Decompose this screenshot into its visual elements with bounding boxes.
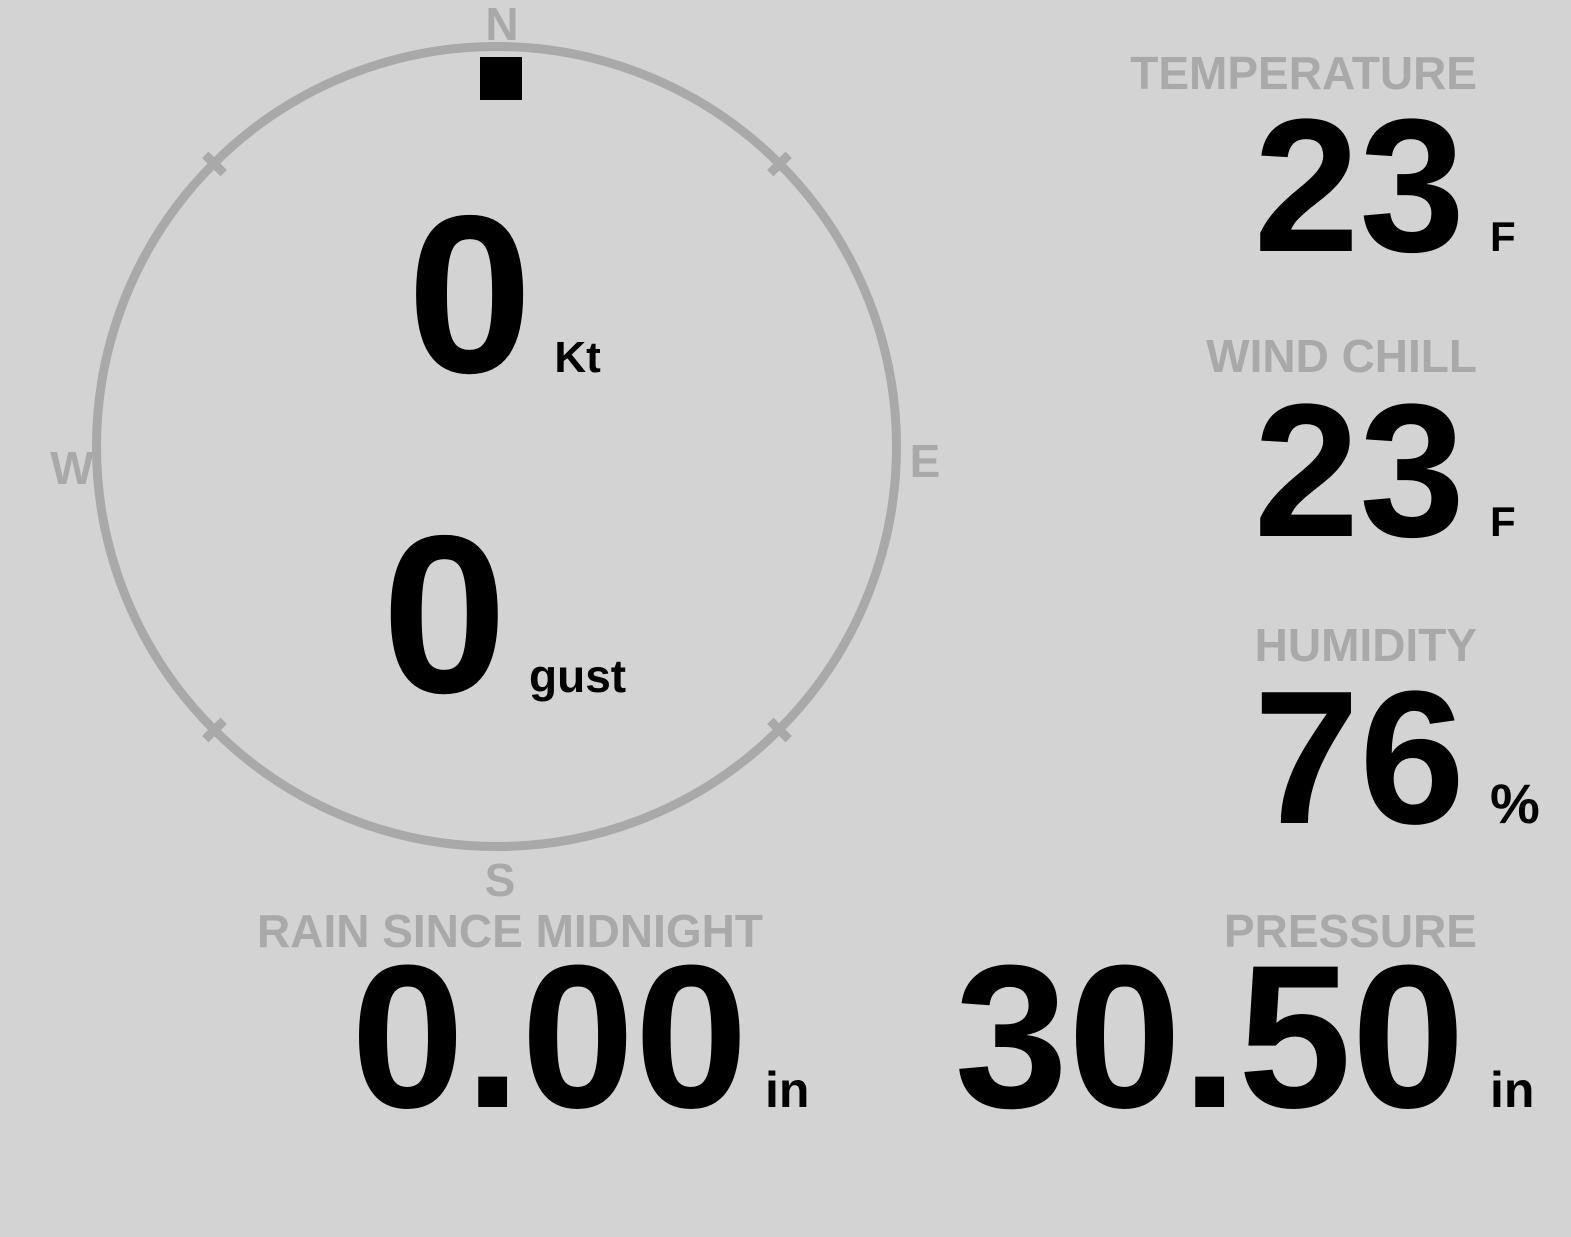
temperature-value-row: 23 F [1254,91,1545,281]
wind-chill-label: WIND CHILL [1206,330,1477,382]
temperature-value: 23 [1253,80,1465,292]
temperature-unit: F [1490,213,1516,260]
rain-since-midnight-value: 0.00 [350,923,748,1151]
cardinal-west-label: W [50,442,94,494]
cardinal-south-label: S [484,854,516,906]
wind-chill-unit: F [1490,498,1516,545]
wind-chill-value: 23 [1253,365,1465,577]
wind-speed-unit: Kt [554,333,601,382]
pressure-unit: in [1490,1062,1535,1118]
humidity-unit: % [1490,772,1540,835]
rain-since-midnight-label: RAIN SINCE MIDNIGHT [257,905,763,957]
wind-direction-marker-icon [480,57,522,100]
rain-since-midnight-value-row: 0.00 in [0,935,820,1139]
wind-chill-value-row: 23 F [1254,376,1545,566]
wind-gust-row: 0 gust [204,502,804,727]
temperature-label: TEMPERATURE [1130,47,1477,99]
humidity-value-row: 76 % [1254,663,1545,853]
wind-speed-value: 0 [407,168,533,420]
wind-gust-value: 0 [381,488,508,740]
humidity-value: 76 [1253,652,1465,864]
pressure-label: PRESSURE [1223,905,1477,957]
humidity-label: HUMIDITY [1254,619,1477,671]
wind-gust-unit: gust [529,650,627,702]
pressure-value: 30.50 [954,923,1466,1151]
compass-ring [92,42,901,851]
wind-speed-row: 0 Kt [204,182,804,407]
rain-since-midnight-unit: in [765,1062,810,1118]
pressure-value-row: 30.50 in [955,935,1546,1139]
cardinal-north-label: N [485,0,519,50]
cardinal-east-label: E [909,435,941,487]
